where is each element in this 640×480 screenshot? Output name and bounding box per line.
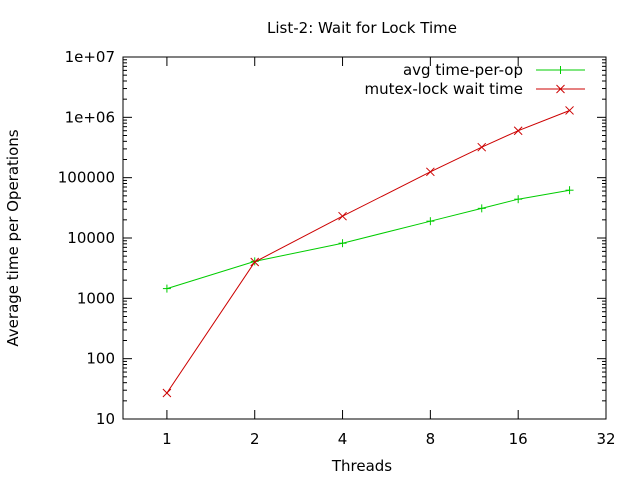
x-tick-label: 16: [509, 430, 528, 448]
y-tick-label: 10: [96, 410, 115, 428]
chart-title: List-2: Wait for Lock Time: [267, 19, 457, 37]
data-point: [338, 211, 347, 221]
series-line: [166, 110, 570, 394]
y-tick-label: 1e+07: [65, 48, 115, 66]
series-layer: [162, 106, 574, 398]
data-point: [338, 239, 347, 248]
y-axis-label: Average time per Operations: [4, 129, 22, 346]
series-line: [166, 189, 570, 290]
x-tick-label: 4: [338, 430, 348, 448]
x-tick-label: 8: [426, 430, 436, 448]
data-point: [513, 126, 523, 136]
data-point: [477, 204, 486, 213]
x-tick-label: 1: [162, 430, 172, 448]
legend-label: avg time-per-op: [403, 61, 523, 79]
x-tick-label: 2: [250, 430, 260, 448]
data-point: [162, 284, 171, 293]
y-axis: 10 100 1000 10000 100000 1e+06 1e+07: [58, 48, 606, 428]
y-tick-label: 100000: [58, 169, 115, 187]
data-point: [514, 195, 523, 204]
data-point: [426, 217, 435, 226]
data-point: [250, 257, 260, 267]
series-2: [162, 106, 574, 398]
series-1: [162, 186, 574, 293]
y-tick-label: 1000: [77, 289, 115, 307]
legend-label: mutex-lock wait time: [365, 80, 523, 98]
legend-marker: [556, 84, 565, 94]
data-point: [565, 106, 574, 115]
data-point: [426, 167, 435, 177]
legend-marker: [556, 66, 565, 74]
data-point: [162, 388, 172, 398]
y-tick-label: 10000: [67, 229, 115, 247]
x-axis: 1 2 4 8 16 32: [162, 57, 616, 448]
data-point: [565, 186, 574, 195]
y-tick-label: 1e+06: [65, 108, 115, 126]
y-tick-label: 100: [86, 350, 115, 368]
x-axis-label: Threads: [331, 457, 392, 475]
x-tick-label: 32: [596, 430, 615, 448]
data-point: [477, 142, 487, 152]
